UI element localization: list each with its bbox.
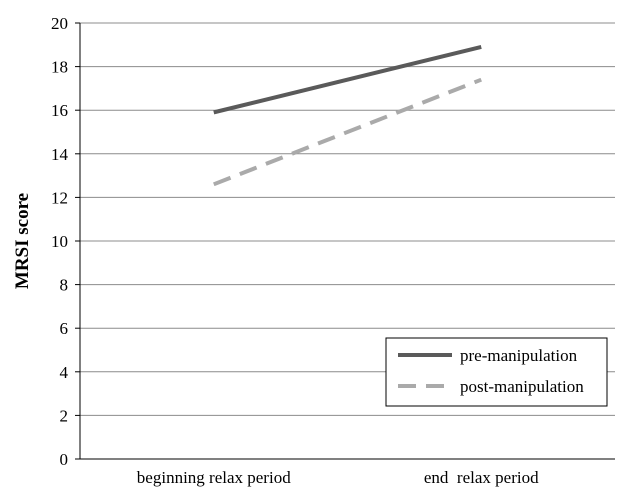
y-tick-label: 18 [51,58,68,77]
y-tick-label: 8 [60,276,69,295]
y-tick-label: 20 [51,14,68,33]
y-tick-label: 2 [60,406,69,425]
gridlines [75,22,615,460]
series-line-pre-manipulation [213,45,482,115]
x-tick-labels: beginning relax period end relax period [137,468,539,487]
y-tick-label: 16 [51,101,68,120]
axes [79,23,615,460]
series-line-post-manipulation [213,77,482,187]
y-tick-label: 4 [60,363,69,382]
series-lines [213,45,482,187]
y-axis-title: MRSI score [12,193,33,289]
legend: pre-manipulation post-manipulation [385,337,608,407]
legend-label: post-manipulation [460,377,584,396]
y-tick-label: 10 [51,232,68,251]
legend-box [385,337,608,407]
y-tick-label: 14 [51,145,69,164]
x-tick-label: end relax period [424,468,539,487]
y-tick-label: 6 [60,319,69,338]
y-tick-label: 12 [51,188,68,207]
legend-label: pre-manipulation [460,346,578,365]
x-tick-label: beginning relax period [137,468,291,487]
y-tick-label: 0 [60,450,69,469]
y-tick-labels: 0 2 4 6 8 10 12 14 16 18 20 [51,14,69,469]
